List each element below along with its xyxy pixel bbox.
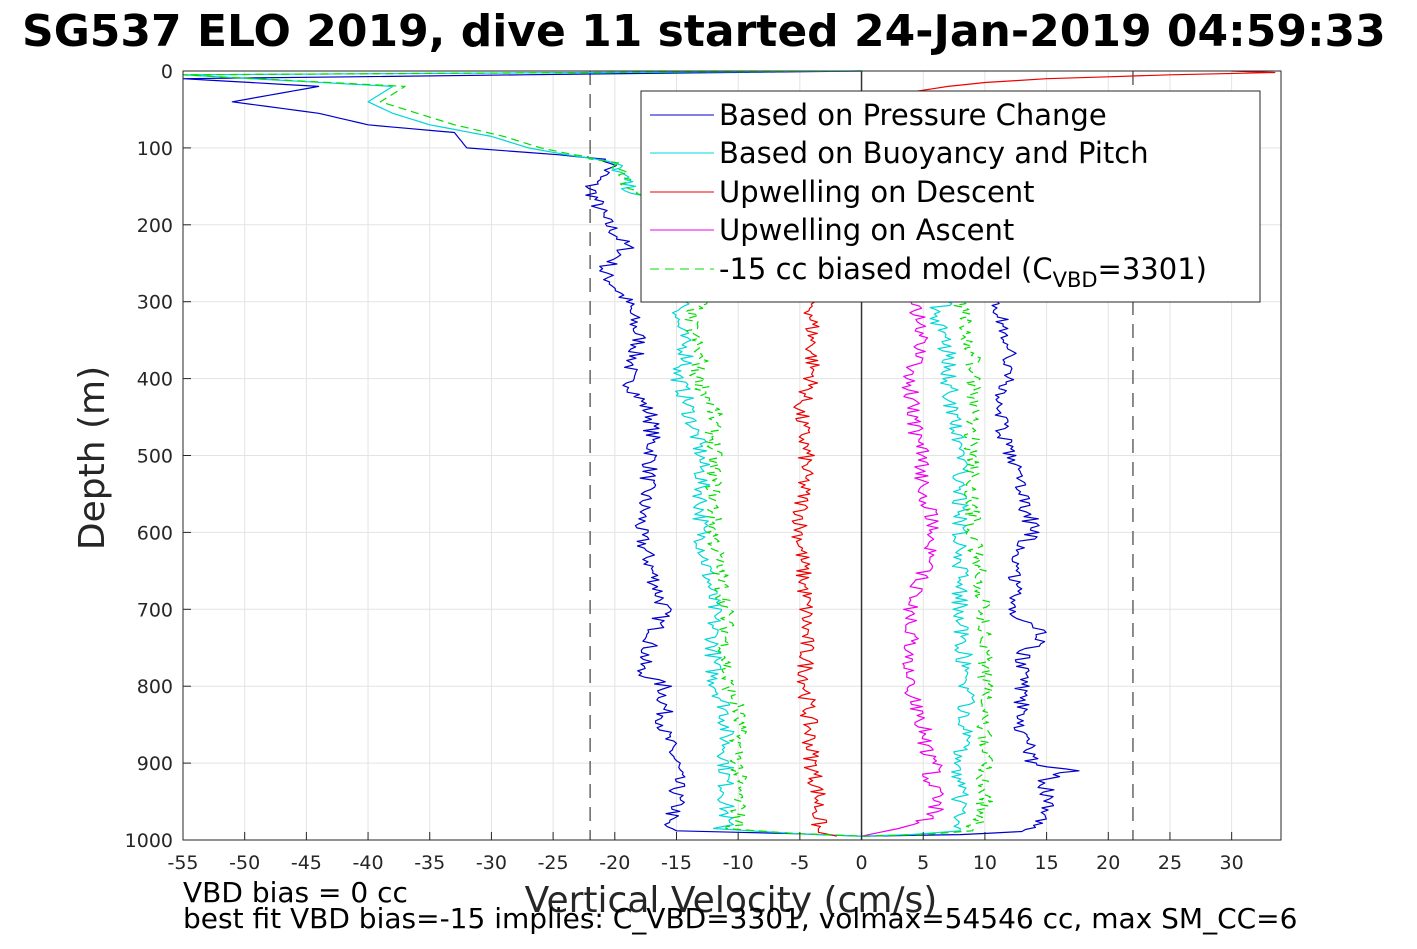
legend-label-descent: Upwelling on Descent: [719, 175, 1035, 209]
x-axis-label: Vertical Velocity (cm/s): [525, 880, 938, 921]
legend-label-model: -15 cc biased model (CVBD=3301): [719, 252, 1207, 292]
vbd-bias-note: VBD bias = 0 cc: [183, 876, 408, 909]
legend-label-ascent: Upwelling on Ascent: [719, 213, 1014, 247]
series-line-4: [182, 70, 994, 837]
x-tick-label: 30: [1220, 852, 1244, 874]
legend-model-prefix: -15 cc biased model (C: [719, 252, 1053, 286]
x-tick-label: 10: [973, 852, 997, 874]
y-axis-ticks: 0 100 200 300 400 500 600 700 800 900 1000: [125, 61, 191, 852]
y-tick-label: 100: [137, 138, 173, 160]
x-tick-label: -50: [229, 852, 260, 874]
y-tick-label: 0: [161, 61, 173, 83]
legend-model-suffix: =3301): [1098, 252, 1207, 286]
y-tick-label: 700: [137, 599, 173, 621]
x-axis-ticks: -55 -50 -45 -40 -35 -30 -25 -20 -15 -10 -5 0 5 10 15 20…: [167, 832, 1244, 874]
x-tick-label: -30: [476, 852, 507, 874]
series-line-0: [182, 70, 1080, 837]
y-axis-label: Depth (m): [72, 366, 113, 550]
x-tick-label: -40: [353, 852, 384, 874]
y-tick-label: 200: [137, 215, 173, 237]
x-tick-label: -45: [291, 852, 322, 874]
y-tick-label: 600: [137, 522, 173, 544]
x-tick-label: 25: [1158, 852, 1182, 874]
legend: Based on Pressure Change Based on Buoyan…: [640, 90, 1261, 303]
x-tick-label: -5: [790, 852, 809, 874]
best-fit-note: best fit VBD bias=-15 implies: C_VBD=330…: [183, 902, 1298, 935]
y-tick-label: 500: [137, 446, 173, 468]
legend-label-buoyancy: Based on Buoyancy and Pitch: [719, 136, 1149, 170]
legend-box: [640, 90, 1261, 303]
x-tick-label: -25: [538, 852, 569, 874]
x-tick-label: -15: [661, 852, 692, 874]
x-tick-label: 0: [855, 852, 867, 874]
x-tick-label: 20: [1096, 852, 1120, 874]
x-tick-label: -20: [599, 852, 630, 874]
y-tick-label: 400: [137, 369, 173, 391]
legend-label-pressure: Based on Pressure Change: [719, 98, 1107, 132]
series-line-3: [861, 301, 944, 837]
legend-model-subscript: VBD: [1053, 268, 1098, 292]
x-tick-label: -55: [167, 852, 198, 874]
x-tick-label: 15: [1035, 852, 1059, 874]
x-tick-label: -10: [723, 852, 754, 874]
y-tick-label: 1000: [125, 830, 173, 852]
y-tick-label: 800: [137, 676, 173, 698]
chart-title: SG537 ELO 2019, dive 11 started 24-Jan-2…: [22, 6, 1386, 57]
y-tick-label: 300: [137, 292, 173, 314]
y-tick-label: 900: [137, 753, 173, 775]
x-tick-label: 5: [917, 852, 929, 874]
x-tick-label: -35: [414, 852, 445, 874]
